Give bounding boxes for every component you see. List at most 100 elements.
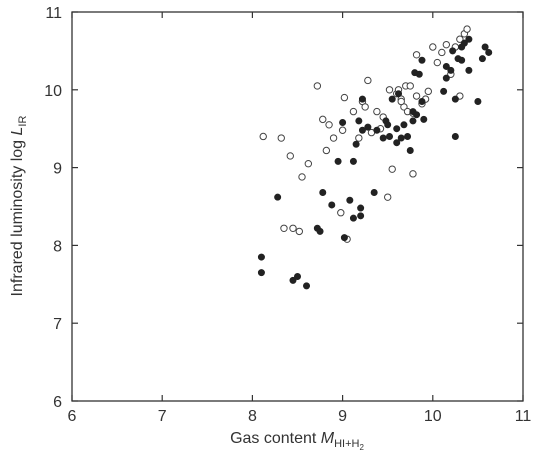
filled-data-point [451,132,459,140]
x-tick-label: 11 [515,408,532,425]
filled-data-point [303,282,311,290]
filled-data-point [340,234,348,242]
open-data-point [442,40,451,49]
x-tick-label: 8 [248,408,257,425]
filled-data-point [316,227,324,235]
open-circle-points [259,25,471,243]
filled-data-point [379,134,387,142]
filled-data-point [352,140,360,148]
open-data-point [388,165,396,173]
axis-ticks [71,11,524,402]
open-data-point [385,86,394,94]
filled-data-point [274,193,282,201]
filled-data-point [339,118,347,126]
filled-data-point [319,188,327,196]
open-data-point [406,82,414,90]
filled-data-point [409,117,417,125]
filled-data-point [418,97,426,105]
filled-data-point [395,90,403,98]
open-data-point [259,132,267,141]
filled-data-point [257,269,265,277]
x-tick-label: 10 [424,408,442,425]
filled-data-point [370,188,378,196]
open-data-point [429,43,437,51]
open-data-point [289,224,297,232]
filled-data-point [397,134,405,142]
open-data-point [304,160,313,168]
open-data-point [364,76,372,85]
filled-data-point [478,55,486,63]
filled-data-point [474,97,482,105]
filled-data-point [349,157,357,165]
filled-data-point [451,95,459,103]
open-data-point [280,224,288,232]
filled-data-point [481,43,489,51]
filled-data-point [358,95,366,103]
filled-circle-points [257,35,493,290]
filled-data-point [386,132,394,140]
filled-data-point [413,111,421,119]
open-data-point [313,82,322,90]
filled-data-point [442,62,450,70]
open-data-point [456,35,464,43]
filled-data-point [393,125,401,133]
filled-data-point [289,276,297,284]
filled-data-point [328,201,336,209]
filled-data-point [465,35,473,43]
open-data-point [373,107,381,116]
filled-data-point [406,146,414,154]
filled-data-point [373,126,381,134]
y-tick-label: 9 [53,161,62,178]
filled-data-point [400,121,408,129]
filled-data-point [449,47,457,55]
filled-data-point [458,56,466,64]
y-axis-label: Infrared luminosity log LIR [9,116,29,297]
filled-data-point [415,70,423,78]
open-data-point [340,93,349,102]
filled-data-point [355,117,363,125]
open-data-point [286,152,294,160]
filled-data-point [293,273,301,281]
x-tick-label: 9 [338,408,347,425]
filled-data-point [420,115,428,123]
axis-tick-labels: 6 7 8 9 10 11 6 7 8 9 10 11 [44,5,531,425]
open-data-point [298,173,306,181]
open-data-point [329,134,338,142]
x-tick-label: 7 [158,408,167,425]
filled-data-point [334,157,342,165]
open-data-point [397,97,405,106]
x-tick-label: 6 [68,408,77,425]
open-data-point [295,227,304,236]
open-data-point [412,92,421,100]
filled-data-point [442,74,450,82]
y-tick-label: 8 [53,238,62,255]
filled-data-point [465,66,473,74]
filled-data-point [257,253,265,261]
open-data-point [463,25,471,33]
open-data-point [438,48,446,57]
open-data-point [361,103,369,111]
y-tick-label: 6 [53,394,62,411]
filled-data-point [384,121,392,129]
filled-data-point [404,132,412,140]
filled-data-point [418,56,426,64]
filled-data-point [357,212,365,220]
filled-data-point [388,95,396,103]
open-data-point [325,121,333,129]
filled-data-point [358,126,366,134]
open-data-point [355,134,363,142]
open-data-point [349,107,358,116]
open-data-point [433,58,442,67]
open-data-point [384,193,392,201]
filled-data-point [393,139,401,147]
x-axis-label: Gas content MHI+H2 [230,430,364,452]
y-tick-label: 11 [45,5,62,22]
filled-data-point [357,204,365,212]
open-data-point [319,115,327,124]
open-data-point [337,209,345,217]
filled-data-point [460,39,468,47]
filled-data-point [346,196,354,204]
open-data-point [409,170,417,178]
filled-data-point [447,66,455,74]
